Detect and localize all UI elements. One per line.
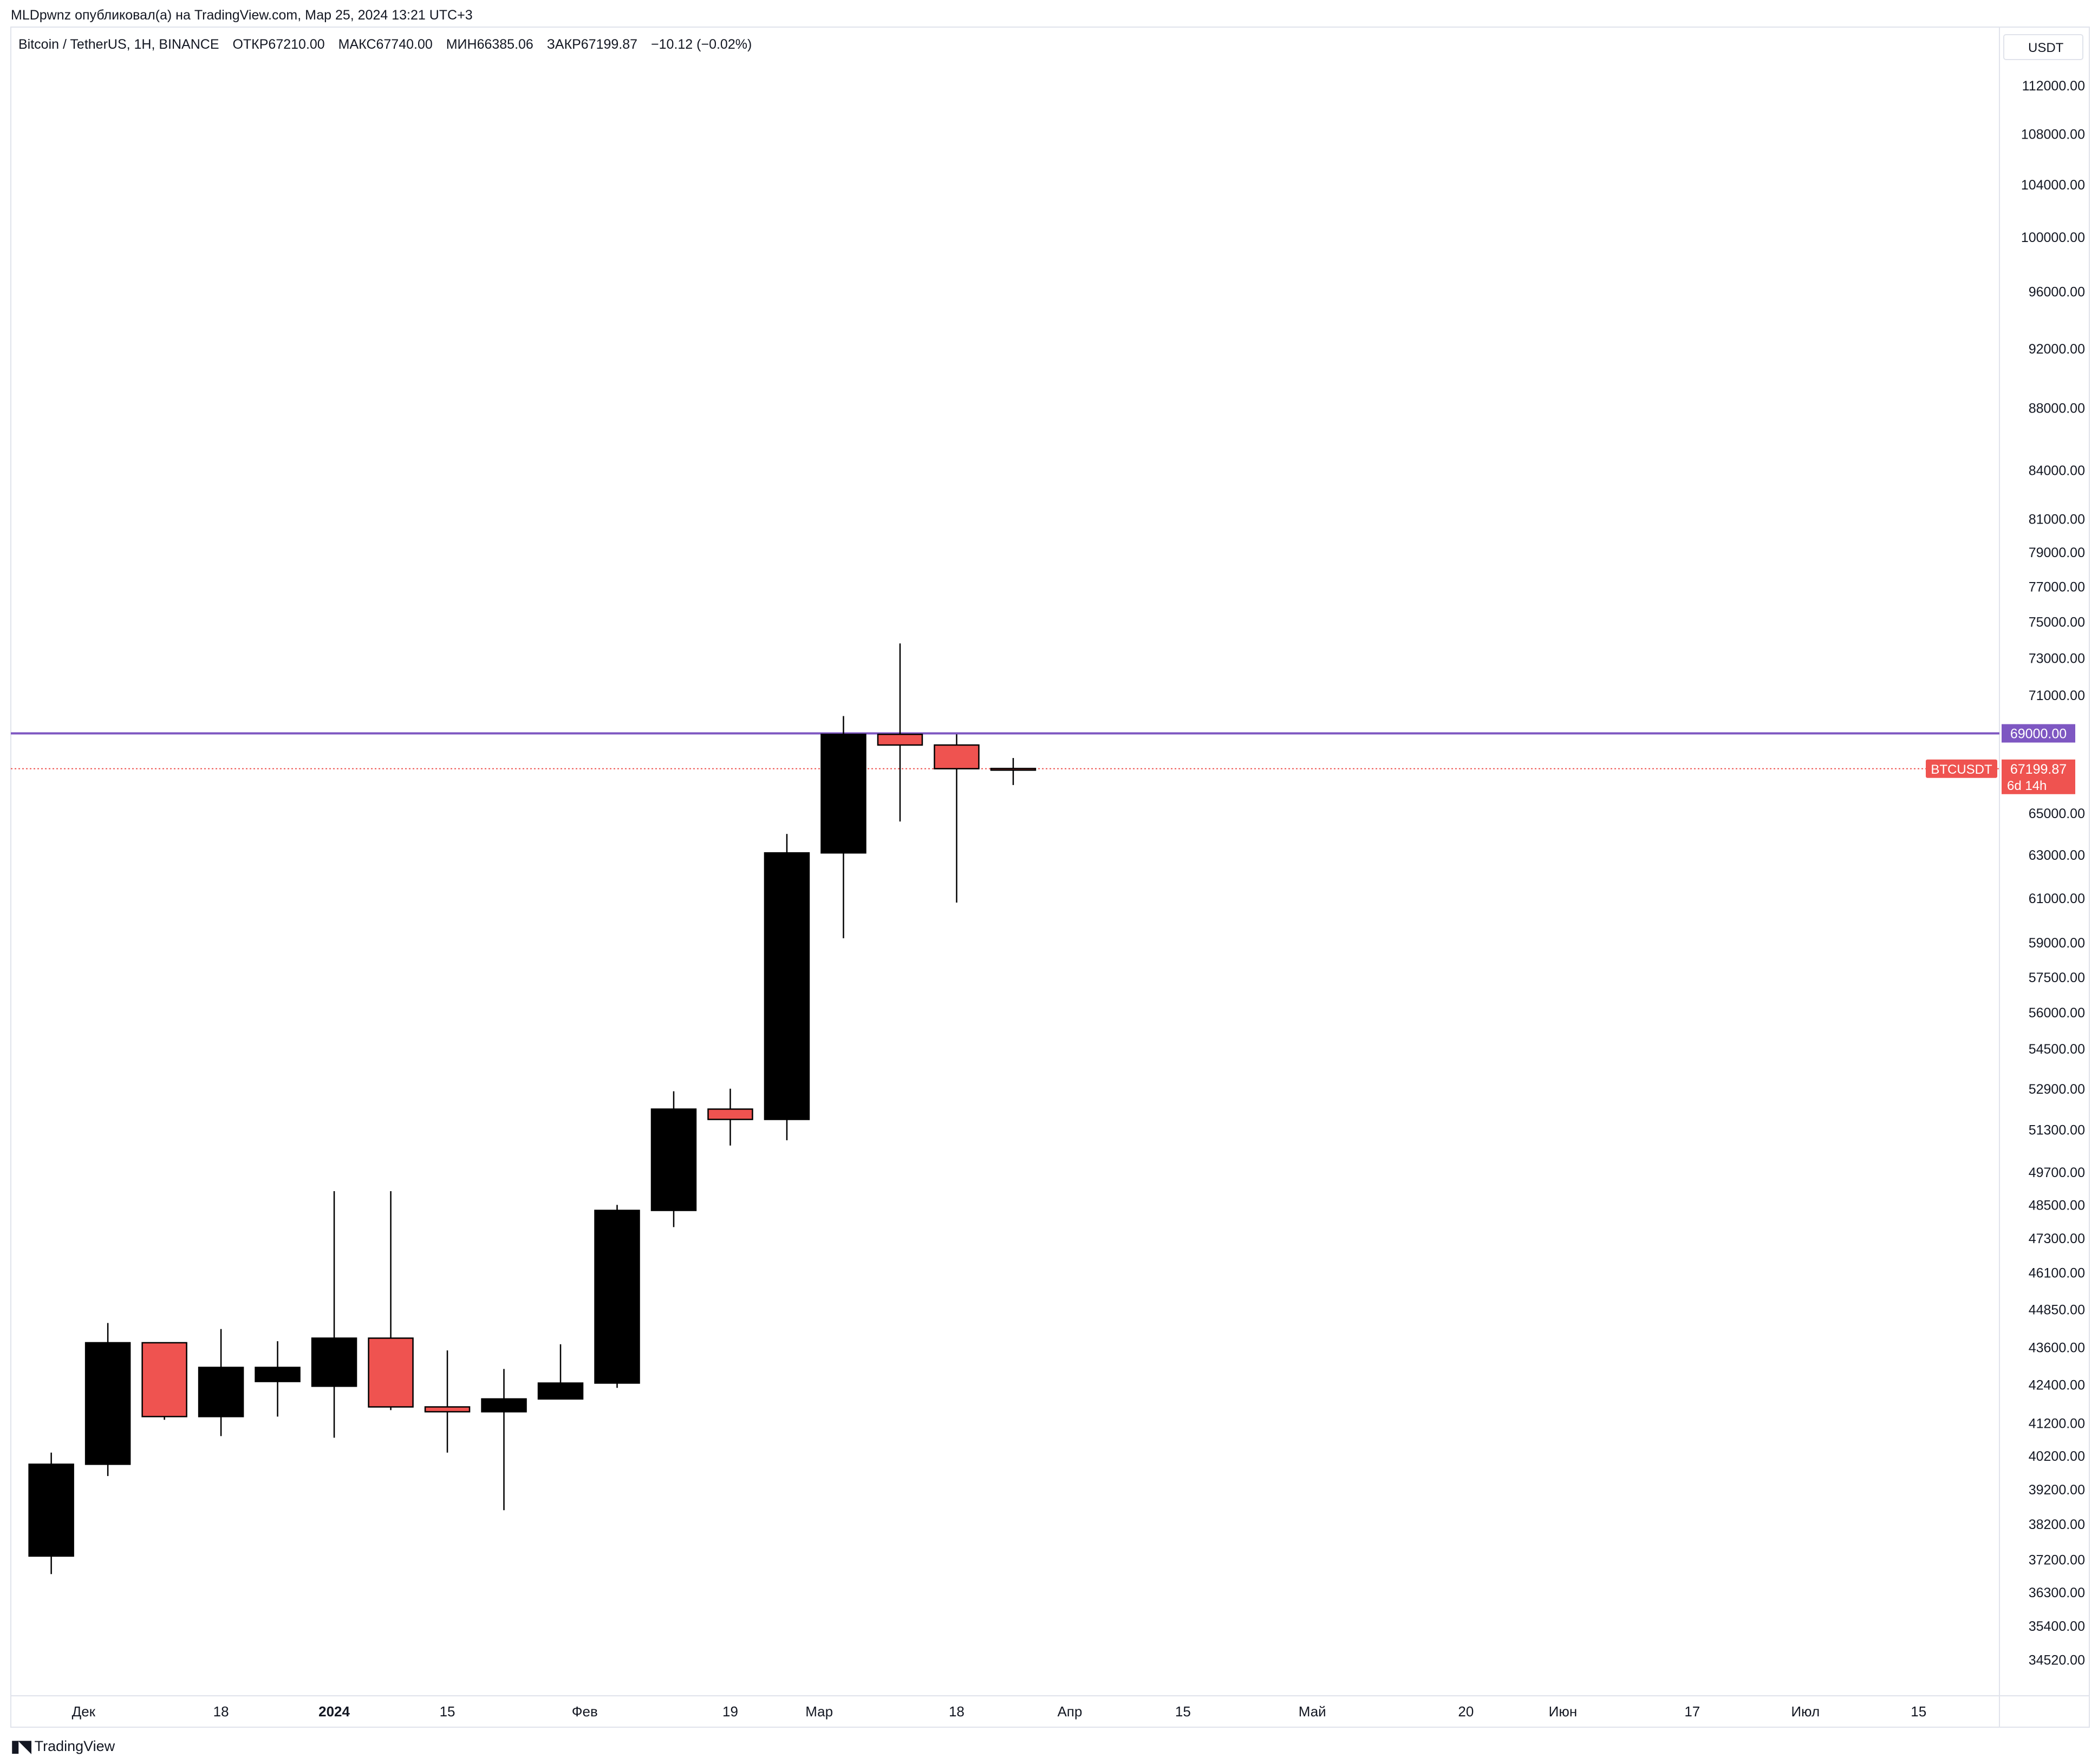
x-tick-label: 19 [722, 1703, 738, 1720]
y-tick-label: 41200.00 [2029, 1416, 2085, 1431]
x-tick-label: Дек [72, 1703, 96, 1720]
y-tick-label: 39200.00 [2029, 1482, 2085, 1498]
y-tick-label: 42400.00 [2029, 1377, 2085, 1393]
candle-body[interactable] [84, 1342, 131, 1465]
current-price-badge [2002, 759, 2075, 794]
y-tick-label: 96000.00 [2029, 285, 2085, 300]
brand-name: TradingView [34, 1738, 115, 1754]
y-tick-label: 88000.00 [2029, 401, 2085, 416]
candle-body[interactable] [650, 1108, 697, 1211]
current-price-label: 67199.87 [2010, 762, 2067, 777]
y-tick-label: 112000.00 [2022, 79, 2085, 94]
y-tick-label: 61000.00 [2029, 891, 2085, 906]
level-line-badge [2002, 724, 2075, 743]
legend-low: МИН66385.06 [446, 37, 533, 52]
ohlc-legend: Bitcoin / TetherUS, 1H, BINANCE ОТКР6721… [18, 37, 761, 53]
y-tick-label: 108000.00 [2021, 127, 2085, 142]
y-tick-label: 63000.00 [2029, 848, 2085, 863]
level-line-label: 69000.00 [2010, 726, 2067, 741]
y-tick-label: 100000.00 [2021, 230, 2085, 245]
candle-body[interactable] [198, 1367, 244, 1417]
y-tick-label: 46100.00 [2029, 1266, 2085, 1281]
legend-high: МАКС67740.00 [338, 37, 433, 52]
candle-body[interactable] [990, 768, 1037, 771]
x-tick-label: Мар [805, 1703, 833, 1720]
publisher-line: MLDpwnz опубликовал(а) на TradingView.co… [11, 8, 473, 23]
candle-body[interactable] [28, 1464, 74, 1557]
x-tick-label: 15 [1911, 1703, 1926, 1720]
x-tick-label: 17 [1684, 1703, 1700, 1720]
legend-open: ОТКР67210.00 [232, 37, 325, 52]
y-tick-label: 54500.00 [2029, 1042, 2085, 1057]
legend-symbol[interactable]: Bitcoin / TetherUS, 1H, BINANCE [18, 37, 219, 52]
candle-body[interactable] [764, 852, 810, 1120]
candle-body[interactable] [537, 1382, 584, 1400]
currency-label[interactable]: USDT [2028, 41, 2064, 55]
y-tick-label: 59000.00 [2029, 936, 2085, 951]
y-tick-label: 40200.00 [2029, 1449, 2085, 1464]
symbol-badge-label: BTCUSDT [1931, 762, 1992, 777]
legend-change: −10.12 (−0.02%) [651, 37, 752, 52]
y-tick-label: 47300.00 [2029, 1231, 2085, 1246]
y-tick-label: 75000.00 [2029, 615, 2085, 630]
brand[interactable]: ▮◥ TradingView [11, 1737, 115, 1756]
y-tick-label: 34520.00 [2029, 1652, 2085, 1668]
y-tick-label: 51300.00 [2029, 1123, 2085, 1138]
y-tick-label: 79000.00 [2029, 545, 2085, 560]
y-tick-label: 81000.00 [2029, 512, 2085, 527]
y-tick-label: 37200.00 [2029, 1553, 2085, 1568]
y-tick-label: 52900.00 [2029, 1082, 2085, 1097]
candle-body[interactable] [594, 1210, 640, 1384]
y-tick-label: 92000.00 [2029, 342, 2085, 357]
countdown-label: 6d 14h [2007, 779, 2047, 793]
y-tick-label: 44850.00 [2029, 1303, 2085, 1318]
y-tick-label: 43600.00 [2029, 1340, 2085, 1355]
x-tick-label: 18 [949, 1703, 965, 1720]
symbol-badge [1926, 759, 1997, 778]
y-tick-label: 71000.00 [2029, 688, 2085, 703]
x-tick-label: 20 [1458, 1703, 1474, 1720]
candle-body[interactable] [368, 1337, 414, 1408]
x-tick-label: Июн [1549, 1703, 1578, 1720]
currency-label-box [2003, 34, 2083, 60]
legend-close: ЗАКР67199.87 [546, 37, 638, 52]
y-tick-label: 77000.00 [2029, 579, 2085, 594]
y-tick-label: 49700.00 [2029, 1165, 2085, 1180]
x-tick-label: Фев [572, 1703, 598, 1720]
x-tick-label: 15 [440, 1703, 455, 1720]
y-tick-label: 56000.00 [2029, 1005, 2085, 1021]
candle-body[interactable] [255, 1367, 301, 1382]
candle-body[interactable] [311, 1337, 357, 1387]
y-tick-label: 73000.00 [2029, 651, 2085, 666]
candle-body[interactable] [707, 1108, 753, 1120]
y-tick-label: 84000.00 [2029, 463, 2085, 479]
y-tick-label: 65000.00 [2029, 806, 2085, 821]
x-tick-label: 15 [1175, 1703, 1191, 1720]
y-tick-label: 48500.00 [2029, 1198, 2085, 1213]
candle-body[interactable] [141, 1342, 187, 1417]
candle-body[interactable] [424, 1406, 471, 1413]
tradingview-logo-icon: ▮◥ [11, 1737, 31, 1755]
x-tick-label: Июл [1791, 1703, 1820, 1720]
candle-body[interactable] [481, 1398, 527, 1413]
y-tick-label: 38200.00 [2029, 1517, 2085, 1532]
candle-body[interactable] [820, 733, 866, 854]
candle-body[interactable] [934, 744, 980, 770]
plot-border [10, 27, 2090, 1728]
y-tick-label: 35400.00 [2029, 1619, 2085, 1634]
y-tick-label: 36300.00 [2029, 1585, 2085, 1600]
x-tick-label: Апр [1057, 1703, 1082, 1720]
x-tick-label: Май [1299, 1703, 1326, 1720]
x-tick-label: 2024 [318, 1703, 350, 1720]
y-tick-label: 104000.00 [2021, 178, 2085, 193]
x-tick-label: 18 [213, 1703, 229, 1720]
candle-body[interactable] [877, 733, 923, 746]
y-tick-label: 57500.00 [2029, 970, 2085, 985]
